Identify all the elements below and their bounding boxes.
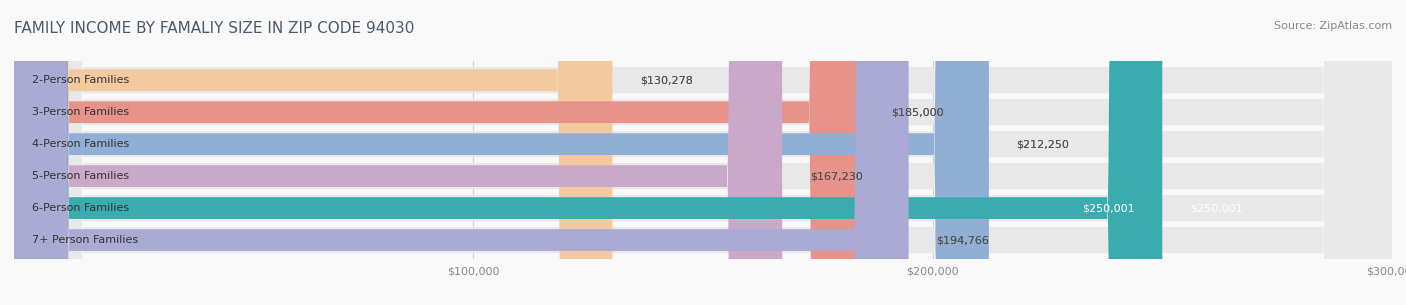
Text: $167,230: $167,230	[810, 171, 862, 181]
FancyBboxPatch shape	[14, 0, 1392, 305]
Text: 6-Person Families: 6-Person Families	[32, 203, 129, 213]
Text: $212,250: $212,250	[1017, 139, 1070, 149]
FancyBboxPatch shape	[14, 0, 782, 305]
Text: 4-Person Families: 4-Person Families	[32, 139, 129, 149]
Text: $212,250: $212,250	[1017, 139, 1070, 149]
FancyBboxPatch shape	[14, 0, 988, 305]
FancyBboxPatch shape	[14, 0, 1392, 305]
FancyBboxPatch shape	[14, 0, 1392, 305]
Text: $130,278: $130,278	[640, 75, 693, 85]
FancyBboxPatch shape	[14, 0, 1392, 305]
FancyBboxPatch shape	[14, 0, 1163, 305]
FancyBboxPatch shape	[14, 0, 613, 305]
Text: $194,766: $194,766	[936, 235, 988, 245]
Text: $185,000: $185,000	[891, 107, 943, 117]
Text: $250,001: $250,001	[1083, 203, 1135, 213]
Text: 2-Person Families: 2-Person Families	[32, 75, 129, 85]
Text: $130,278: $130,278	[640, 75, 693, 85]
Text: $194,766: $194,766	[936, 235, 988, 245]
Text: Source: ZipAtlas.com: Source: ZipAtlas.com	[1274, 21, 1392, 31]
Text: 7+ Person Families: 7+ Person Families	[32, 235, 139, 245]
Text: $185,000: $185,000	[891, 107, 943, 117]
FancyBboxPatch shape	[14, 0, 908, 305]
Text: FAMILY INCOME BY FAMALIY SIZE IN ZIP CODE 94030: FAMILY INCOME BY FAMALIY SIZE IN ZIP COD…	[14, 21, 415, 36]
FancyBboxPatch shape	[14, 0, 1392, 305]
Text: 3-Person Families: 3-Person Families	[32, 107, 129, 117]
FancyBboxPatch shape	[14, 0, 1392, 305]
FancyBboxPatch shape	[14, 0, 863, 305]
Text: 5-Person Families: 5-Person Families	[32, 171, 129, 181]
Text: $167,230: $167,230	[810, 171, 862, 181]
Text: $250,001: $250,001	[1189, 203, 1243, 213]
